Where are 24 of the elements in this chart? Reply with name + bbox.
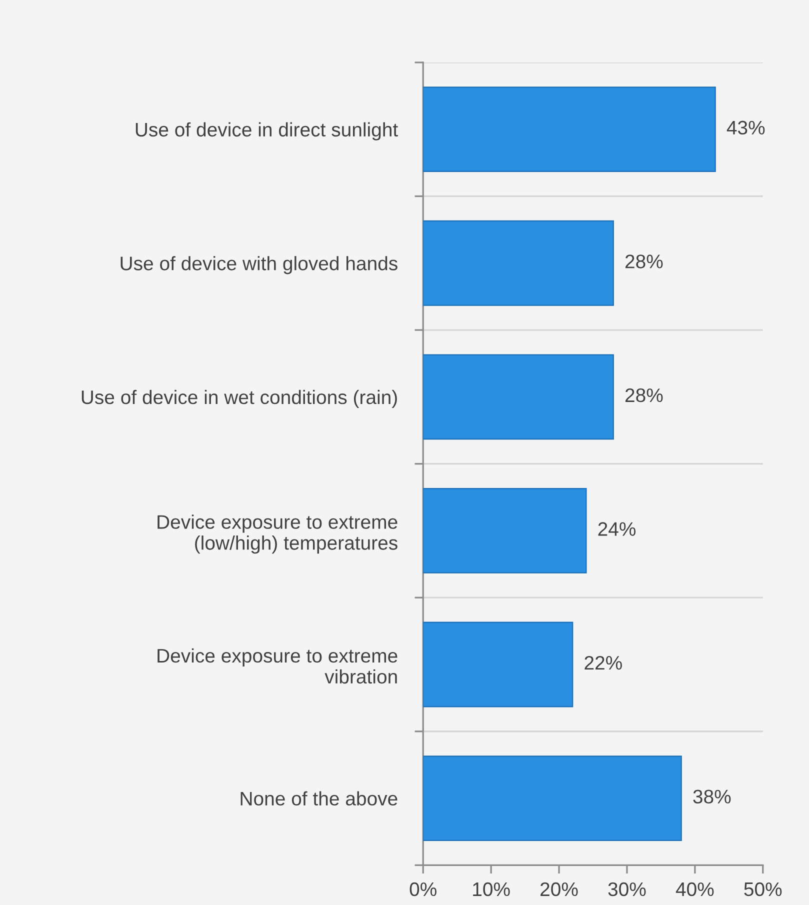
- bar: [423, 220, 614, 306]
- data-label: 24%: [598, 522, 636, 536]
- x-tick-label: 20%: [540, 882, 578, 896]
- x-tick-label: 10%: [473, 882, 510, 896]
- data-label: 22%: [584, 656, 622, 670]
- bar: [423, 354, 614, 440]
- x-tick-label: 0%: [410, 882, 436, 896]
- x-tick-label: 40%: [676, 882, 714, 896]
- data-label: 43%: [726, 120, 765, 135]
- y-tick-label: Use of device in wet conditions (rain): [82, 390, 397, 408]
- data-label: 38%: [693, 790, 731, 804]
- y-tick-label: Device exposure to extreme vibration: [158, 648, 398, 684]
- y-tick-label: Use of device with gloved hands: [120, 256, 398, 274]
- bar: [423, 488, 587, 574]
- y-tick-label: Use of device in direct sunlight: [136, 122, 398, 140]
- x-tick-label: 30%: [608, 882, 646, 896]
- bar: [423, 86, 716, 172]
- data-label: 28%: [625, 254, 663, 268]
- y-tick-label: Device exposure to extreme (low/high) temperatures: [158, 514, 398, 554]
- x-tick-label: 50%: [744, 882, 782, 896]
- bar: [423, 756, 682, 841]
- data-label: 28%: [625, 388, 663, 402]
- y-tick-label: None of the above: [240, 791, 398, 806]
- bar: [423, 622, 574, 708]
